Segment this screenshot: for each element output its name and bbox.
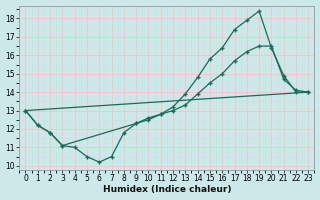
X-axis label: Humidex (Indice chaleur): Humidex (Indice chaleur) bbox=[103, 185, 231, 194]
